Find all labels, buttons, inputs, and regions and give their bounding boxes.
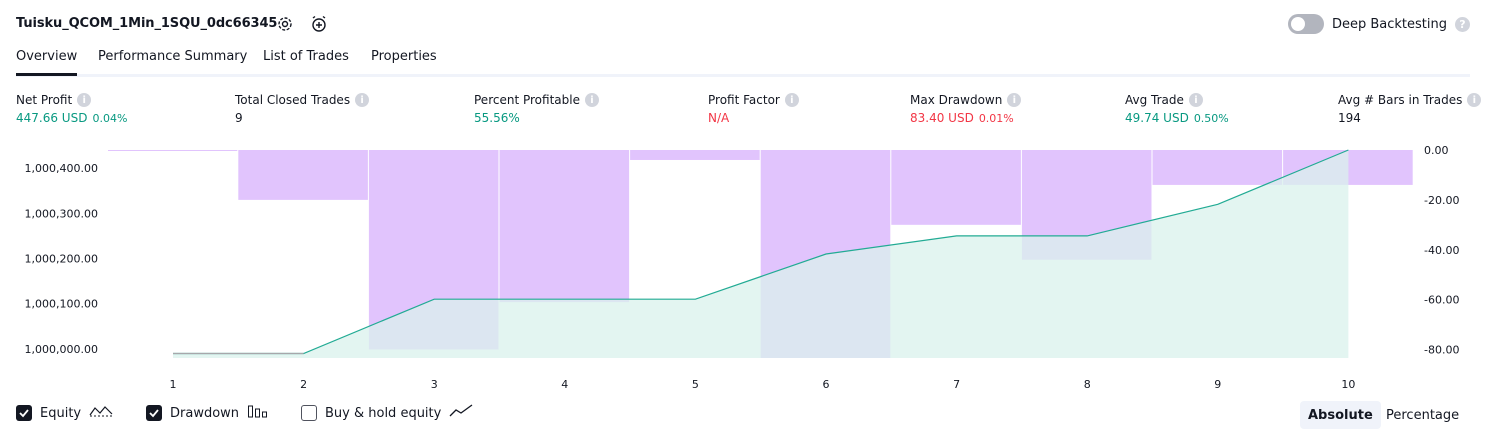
stat-value: 194: [1338, 111, 1361, 125]
tab-overview[interactable]: Overview: [16, 49, 78, 76]
y-left-tick-label: 1,000,000.00: [25, 343, 98, 356]
left-axis: 1,000,400.00 1,000,300.00 1,000,200.00 1,00…: [25, 162, 98, 356]
equity-checkbox[interactable]: [16, 405, 32, 421]
stat-value: 9: [235, 111, 243, 125]
info-icon[interactable]: i: [784, 93, 799, 107]
stat-label: Avg Trade: [1125, 93, 1184, 107]
equity-line-icon: [89, 404, 113, 422]
deep-backtesting-toggle[interactable]: [1287, 14, 1324, 34]
stat-label: Net Profit: [16, 93, 73, 107]
stat-label: Max Drawdown: [910, 93, 1003, 107]
x-tick-label: 5: [692, 378, 699, 391]
stat-label: Percent Profitable: [474, 93, 580, 107]
info-icon[interactable]: i: [1007, 93, 1022, 107]
deep-backtesting: Deep Backtesting ?: [1287, 14, 1470, 34]
info-icon[interactable]: i: [584, 93, 599, 107]
toggle-knob: [1290, 17, 1305, 31]
y-left-tick-label: 1,000,400.00: [25, 162, 98, 175]
x-tick-label: 4: [561, 378, 568, 391]
legend-equity[interactable]: Equity: [16, 404, 113, 422]
stat-label: Total Closed Trades: [235, 93, 351, 107]
info-icon[interactable]: i: [1188, 93, 1203, 107]
stat-value: 447.66 USD: [16, 111, 88, 125]
stat-total-closed-trades: Total Closed Trades i 9: [235, 93, 370, 125]
info-icon[interactable]: i: [355, 93, 370, 107]
drawdown-bar: [238, 150, 368, 200]
drawdown-label: Drawdown: [170, 405, 240, 421]
tab-properties[interactable]: Properties: [371, 49, 437, 64]
drawdown-bar: [891, 150, 1021, 225]
stat-sub-value: 0.50%: [1193, 112, 1229, 125]
y-left-tick-label: 1,000,100.00: [25, 298, 98, 311]
info-icon[interactable]: i: [77, 93, 92, 107]
stat-profit-factor: Profit Factor i N/A: [708, 93, 799, 125]
equity-series: [173, 149, 1349, 358]
buy-hold-line-icon: [449, 404, 473, 422]
stat-value: 83.40 USD: [910, 111, 974, 125]
percentage-button[interactable]: Percentage: [1386, 407, 1460, 423]
y-right-tick-label: -60.00: [1424, 294, 1459, 307]
x-axis: 1 2 3 4 5 6 7 8 9 10: [170, 378, 1356, 391]
drawdown-bar: [499, 150, 630, 303]
equity-area: [173, 150, 1349, 358]
drawdown-checkbox[interactable]: [146, 405, 162, 421]
info-icon[interactable]: i: [1467, 93, 1482, 107]
y-left-tick-label: 1,000,200.00: [25, 253, 98, 266]
strategy-title: Tuisku_QCOM_1Min_1SQU_0dc66345: [16, 16, 278, 31]
equity-line: [173, 149, 1349, 355]
x-tick-label: 9: [1214, 378, 1221, 391]
buy-hold-checkbox[interactable]: [301, 405, 317, 421]
header-bar: Tuisku_QCOM_1Min_1SQU_0dc66345 Deep Back…: [16, 12, 1470, 38]
equity-label: Equity: [40, 405, 82, 421]
drawdown-bar: [1152, 150, 1283, 185]
help-icon[interactable]: ?: [1455, 16, 1470, 32]
x-tick-label: 3: [431, 378, 438, 391]
stat-label: Profit Factor: [708, 93, 780, 107]
stat-value: 55.56%: [474, 111, 520, 125]
x-tick-label: 10: [1341, 378, 1355, 391]
tab-bar: Overview Performance Summary List of Tra…: [16, 46, 1470, 77]
tab-list-of-trades[interactable]: List of Trades: [263, 49, 349, 64]
y-left-tick-label: 1,000,300.00: [25, 207, 98, 220]
y-right-tick-label: -20.00: [1424, 194, 1459, 207]
stat-avg-bars: Avg # Bars in Trades i 194: [1338, 93, 1482, 125]
drawdown-bar: [630, 150, 760, 160]
equity-drawdown-chart[interactable]: 1,000,400.00 1,000,300.00 1,000,200.00 1,00…: [0, 140, 1486, 395]
tab-performance-summary[interactable]: Performance Summary: [98, 49, 248, 64]
y-right-tick-label: 0.00: [1424, 144, 1449, 157]
stat-avg-trade: Avg Trade i 49.74 USD 0.50%: [1125, 93, 1229, 125]
x-tick-label: 7: [953, 378, 960, 391]
x-tick-label: 2: [300, 378, 307, 391]
stat-sub-value: 0.04%: [92, 112, 128, 125]
stat-label: Avg # Bars in Trades: [1338, 93, 1463, 107]
stat-sub-value: 0.01%: [978, 112, 1014, 125]
drawdown-bars-icon: [247, 404, 269, 422]
x-tick-label: 8: [1084, 378, 1091, 391]
right-axis: 0.00 -20.00 -40.00 -60.00 -80.00: [1424, 144, 1459, 357]
stat-percent-profitable: Percent Profitable i 55.56%: [474, 93, 599, 125]
stat-max-drawdown: Max Drawdown i 83.40 USD 0.01%: [910, 93, 1022, 125]
y-right-tick-label: -40.00: [1424, 244, 1459, 257]
legend-drawdown[interactable]: Drawdown: [146, 404, 269, 422]
drawdown-bar: [108, 150, 238, 151]
absolute-button[interactable]: Absolute: [1300, 401, 1381, 429]
stat-value: N/A: [708, 111, 730, 125]
settings-icon[interactable]: [276, 15, 294, 33]
deep-backtesting-label: Deep Backtesting: [1331, 16, 1447, 32]
add-alert-icon[interactable]: [310, 15, 328, 33]
stat-net-profit: Net Profit i 447.66 USD 0.04%: [16, 93, 127, 125]
legend-buy-hold[interactable]: Buy & hold equity: [301, 404, 473, 422]
x-tick-label: 6: [823, 378, 830, 391]
x-tick-label: 1: [170, 378, 177, 391]
stat-value: 49.74 USD: [1125, 111, 1189, 125]
buy-hold-label: Buy & hold equity: [325, 405, 442, 421]
y-right-tick-label: -80.00: [1424, 344, 1459, 357]
